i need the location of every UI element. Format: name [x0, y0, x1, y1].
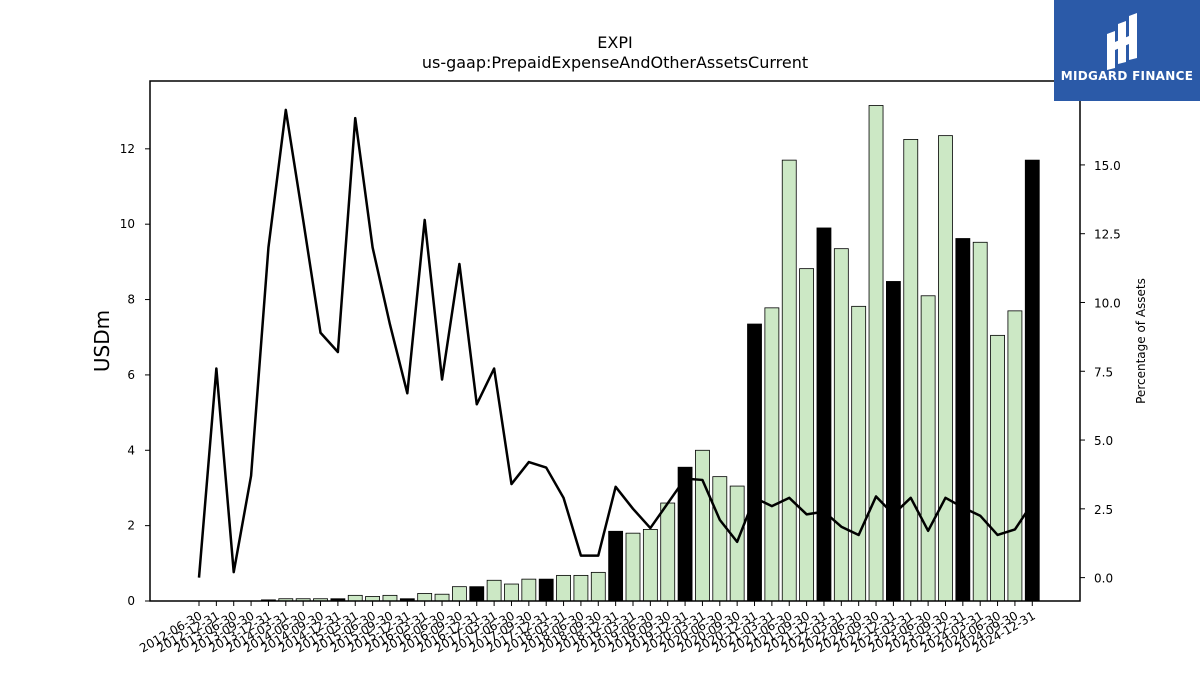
- logo-brand-text: MIDGARD FINANCE: [1060, 69, 1194, 83]
- bar: [747, 323, 762, 602]
- y2-tick-label: 7.5: [1094, 365, 1113, 379]
- midgard-logo: MIDGARD FINANCE: [1054, 0, 1200, 101]
- y-tick-label: 10: [120, 217, 135, 231]
- bar: [868, 105, 884, 602]
- bar: [955, 238, 971, 602]
- y-tick-label: 4: [127, 443, 135, 457]
- bar: [1007, 310, 1023, 602]
- bar: [608, 530, 624, 602]
- bar: [833, 248, 849, 602]
- y-axis-right: 0.02.55.07.510.012.515.017.5: [1080, 90, 1121, 586]
- bar: [920, 295, 936, 602]
- y-tick-label: 8: [127, 293, 135, 307]
- bar: [660, 502, 676, 602]
- bar: [521, 578, 537, 602]
- bar: [712, 476, 728, 602]
- x-axis: 2012-06-302012-12-312013-06-302013-09-30…: [137, 601, 1038, 655]
- bar: [469, 586, 485, 602]
- y2-tick-label: 10.0: [1094, 296, 1121, 310]
- y-axis-label: USDm: [90, 310, 114, 372]
- bar: [1024, 159, 1040, 602]
- bar: [347, 594, 363, 602]
- y-tick-label: 0: [127, 594, 135, 608]
- bar: [573, 574, 589, 602]
- bar: [764, 307, 780, 602]
- bar: [486, 579, 502, 602]
- line-series: [197, 108, 1034, 578]
- y-axis-left: 0 2 4 6 8 10 12: [120, 142, 150, 608]
- y-tick-label: 6: [127, 368, 135, 382]
- y2-axis-label: Percentage of Assets: [1134, 278, 1148, 404]
- bar-series: [261, 105, 1040, 602]
- bar: [434, 593, 450, 602]
- bar: [903, 139, 919, 602]
- bar: [990, 334, 1005, 602]
- bar: [816, 227, 832, 602]
- bar: [538, 578, 554, 602]
- bar: [590, 571, 606, 602]
- bar: [799, 268, 814, 602]
- bar: [625, 532, 641, 602]
- y-tick-label: 12: [120, 142, 135, 156]
- y-tick-label: 2: [127, 519, 135, 533]
- y2-tick-label: 2.5: [1094, 503, 1113, 517]
- y2-tick-label: 5.0: [1094, 434, 1113, 448]
- bar: [695, 449, 710, 602]
- plot-frame: [149, 80, 1081, 602]
- bar: [781, 159, 797, 602]
- bar: [851, 305, 867, 602]
- chart-title: EXPI: [597, 33, 632, 52]
- bar: [382, 594, 398, 602]
- bar: [556, 574, 571, 602]
- midgard-logo-icon: [1107, 13, 1137, 70]
- bar: [729, 485, 745, 602]
- y2-tick-label: 12.5: [1094, 228, 1121, 242]
- y2-tick-label: 0.0: [1094, 572, 1113, 586]
- bar: [417, 593, 433, 602]
- y2-tick-label: 15.0: [1094, 159, 1121, 173]
- bar: [504, 583, 519, 602]
- bar: [642, 529, 658, 602]
- bar: [886, 281, 901, 602]
- percentage-line: [197, 108, 1034, 578]
- bar: [972, 241, 988, 602]
- chart-subtitle: us-gaap:PrepaidExpenseAndOtherAssetsCurr…: [422, 53, 808, 72]
- bar: [938, 135, 953, 602]
- bar: [451, 586, 467, 602]
